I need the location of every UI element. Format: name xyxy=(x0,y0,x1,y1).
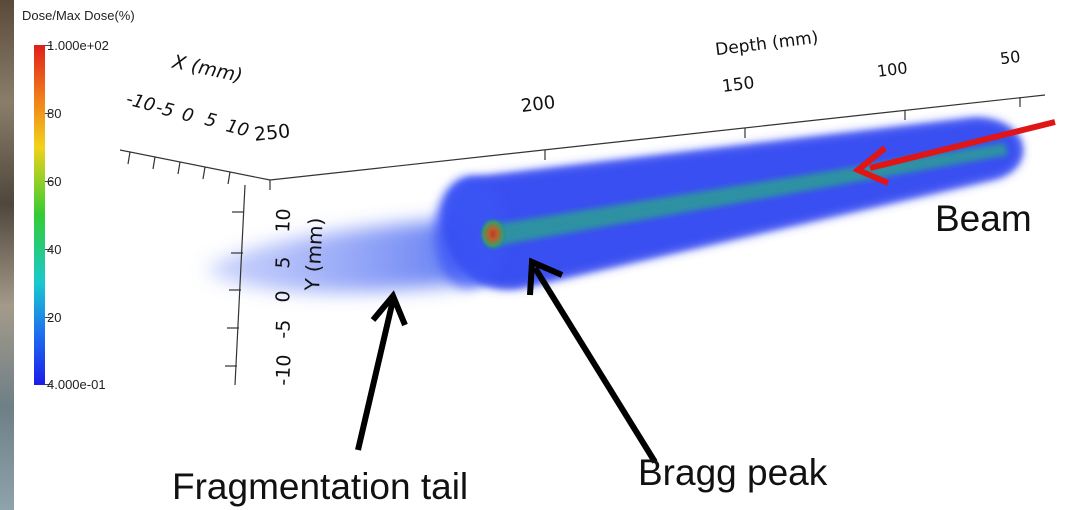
depth-axis-tick-label: 250 xyxy=(252,120,292,146)
bragg-peak-label: Bragg peak xyxy=(638,452,828,493)
x-axis-line xyxy=(119,149,271,181)
fragmentation-tail-arrow xyxy=(355,290,408,451)
y-axis-tick-label: 5 xyxy=(272,255,295,270)
colorbar-tick xyxy=(45,113,52,114)
y-axis-title: Y (mm) xyxy=(300,216,328,292)
colorbar-tick xyxy=(45,45,52,46)
fragmentation-tail-volume xyxy=(205,220,470,292)
depth-axis-tick-label: 200 xyxy=(519,91,557,118)
colorbar-tick xyxy=(45,317,52,318)
y-axis-tick-label: -10 xyxy=(272,353,296,387)
depth-axis-tick-label: 50 xyxy=(998,46,1022,69)
background-photo-strip xyxy=(0,0,14,510)
colorbar-tick-label: 20 xyxy=(47,310,62,325)
y-axis-tick-label: 0 xyxy=(272,289,295,304)
colorbar-gradient xyxy=(34,45,45,385)
colorbar-title: Dose/Max Dose(%) xyxy=(22,8,135,23)
axes-lines xyxy=(119,94,1046,386)
colorbar-tick xyxy=(45,181,52,182)
colorbar-tick xyxy=(45,249,52,250)
depth-axis-tick-label: 150 xyxy=(720,73,756,97)
colorbar-tick-label: 60 xyxy=(47,174,62,189)
bragg-peak-arrow xyxy=(527,257,658,464)
y-axis-line xyxy=(234,184,246,386)
colorbar-tick-label: 80 xyxy=(47,106,62,121)
fragmentation-tail-label: Fragmentation tail xyxy=(172,466,469,507)
colorbar-min-label: 4.000e-01 xyxy=(47,377,106,392)
colorbar-max-label: 1.000e+02 xyxy=(47,38,109,53)
beam-arrow xyxy=(852,119,1056,186)
y-axis-tick-label: -5 xyxy=(272,319,295,340)
colorbar-tick xyxy=(45,384,52,385)
depth-axis-tick-label: 100 xyxy=(875,58,909,81)
bragg-peak-hotspot xyxy=(479,217,507,251)
beam-label: Beam xyxy=(935,198,1032,239)
depth-axis-line xyxy=(269,94,1046,181)
y-axis-tick-label: 10 xyxy=(272,207,296,234)
colorbar-tick-label: 40 xyxy=(47,242,62,257)
